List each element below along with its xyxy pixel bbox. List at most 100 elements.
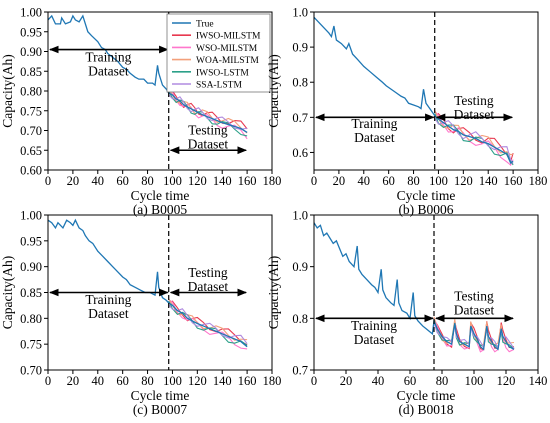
x-tick-label: 140 (213, 174, 232, 188)
x-tick-label: 160 (238, 374, 257, 388)
x-tick-label: 180 (529, 174, 548, 188)
x-tick-label: 120 (454, 174, 473, 188)
x-tick-label: 140 (529, 374, 548, 388)
x-tick-label: 120 (188, 174, 207, 188)
series-true-line (313, 222, 515, 351)
y-tick-label: 0.75 (20, 104, 42, 118)
x-tick-label: 0 (311, 174, 317, 188)
x-tick-label: 20 (333, 174, 346, 188)
legend-label: WOA-MILSTM (196, 56, 259, 66)
x-tick-label: 160 (504, 174, 523, 188)
legend: True IWSO-MILSTM WSO-MILSTM WOA-MILSTM IWSO-… (166, 13, 271, 93)
y-tick-label: 1.0 (292, 6, 308, 20)
x-tick-label: 120 (188, 374, 207, 388)
x-tick-label: 100 (465, 374, 484, 388)
x-tick-label: 120 (497, 374, 516, 388)
y-tick-label: 1.00 (20, 209, 42, 223)
y-axis-label: Capacity(Ah) (266, 256, 281, 329)
y-tick-label: 0.95 (20, 234, 42, 248)
x-tick-label: 80 (436, 374, 449, 388)
y-tick-label: 0.85 (20, 65, 42, 79)
training-label-line2: Dataset (354, 332, 395, 347)
y-tick-label: 0.90 (20, 45, 42, 59)
series-iwso-milstm-line (168, 300, 248, 346)
series-iwso-lstm-line (434, 113, 514, 166)
training-label-line1: Training (351, 318, 397, 333)
x-tick-label: 0 (311, 374, 317, 388)
x-tick-label: 80 (141, 374, 154, 388)
y-tick-label: 0.7 (292, 111, 308, 125)
plot-frame (313, 11, 539, 171)
x-tick-label: 60 (116, 374, 129, 388)
x-tick-label: 0 (45, 374, 51, 388)
series-true-line (47, 14, 248, 134)
x-tick-label: 160 (238, 174, 257, 188)
series-ssa-lstm-line (168, 94, 248, 130)
series-ssa-lstm-line (168, 304, 248, 345)
x-tick-label: 140 (213, 374, 232, 388)
y-axis-label: Capacity(Ah) (0, 54, 15, 127)
testing-label-line1: Testing (454, 93, 494, 108)
x-tick-label: 180 (263, 374, 282, 388)
y-tick-label: 0.90 (20, 260, 42, 274)
panel-caption: (c) B0007 (133, 402, 188, 417)
x-tick-label: 60 (404, 374, 417, 388)
series-ssa-lstm-line (434, 117, 514, 164)
y-tick-label: 0.65 (20, 144, 42, 158)
y-tick-label: 0.6 (292, 146, 308, 160)
x-tick-label: 20 (67, 174, 80, 188)
plot-frame (313, 214, 539, 371)
legend-box (166, 13, 271, 93)
legend-label: IWSO-LSTM (196, 68, 249, 78)
panel-caption: (a) B0005 (133, 202, 188, 217)
training-label-line2: Dataset (354, 130, 395, 145)
y-tick-label: 0.9 (292, 260, 308, 274)
y-tick-label: 1.00 (20, 6, 42, 20)
y-tick-label: 0.80 (20, 85, 42, 99)
y-tick-label: 0.75 (20, 338, 42, 352)
series-wso-milstm-line (168, 299, 248, 350)
series-wso-milstm-line (168, 89, 248, 140)
x-axis-label: Cycle time (397, 388, 456, 403)
x-tick-label: 100 (163, 374, 182, 388)
x-axis-label: Cycle time (397, 188, 456, 203)
x-tick-label: 40 (92, 374, 105, 388)
y-tick-label: 0.70 (20, 124, 42, 138)
testing-label-line2: Dataset (188, 279, 229, 294)
panel-2: 0 20 40 60 80 100 120 140 160 180 0.6 0.7 0.8 0.9 1.0 C… (266, 6, 547, 218)
x-tick-label: 40 (92, 174, 105, 188)
testing-label-line1: Testing (188, 122, 228, 137)
y-tick-label: 0.9 (292, 41, 308, 55)
series-true-line (47, 218, 248, 348)
training-label-line1: Training (85, 292, 131, 307)
panel-3: 0 20 40 60 80 100 120 140 160 180 0.70 0.75 0.80 0.85… (0, 209, 281, 418)
panel-4: 0 20 40 60 80 100 120 140 0.7 0.8 0.9 1.0 Cycle time… (266, 209, 547, 418)
x-tick-label: 80 (141, 174, 154, 188)
x-tick-label: 100 (429, 174, 448, 188)
series-woa-milstm-line (168, 88, 248, 134)
training-label-line1: Training (351, 116, 397, 131)
panel-caption: (b) B0006 (398, 202, 453, 217)
testing-label-line1: Testing (454, 288, 494, 303)
series-iwso-lstm-line (168, 300, 248, 346)
y-tick-label: 0.80 (20, 312, 42, 326)
series-woa-milstm-line (168, 298, 248, 341)
x-tick-label: 40 (358, 174, 371, 188)
panel-1: 0 20 40 60 80 100 120 140 160 180 0.60 0.65 0.70 0.75… (0, 6, 281, 218)
panel-caption: (d) B0018 (398, 402, 453, 417)
x-tick-label: 20 (340, 374, 353, 388)
x-tick-label: 100 (163, 174, 182, 188)
y-tick-label: 0.8 (292, 76, 308, 90)
legend-label: True (196, 20, 214, 30)
testing-label-line1: Testing (188, 265, 228, 280)
x-tick-label: 60 (116, 174, 129, 188)
y-tick-label: 0.70 (20, 364, 42, 378)
testing-label-line2: Dataset (454, 107, 495, 122)
x-tick-label: 140 (479, 174, 498, 188)
testing-label-line2: Dataset (454, 302, 495, 317)
x-tick-label: 80 (407, 174, 420, 188)
training-label-line2: Dataset (88, 63, 129, 78)
x-tick-label: 20 (67, 374, 80, 388)
legend-label: IWSO-MILSTM (196, 32, 261, 42)
